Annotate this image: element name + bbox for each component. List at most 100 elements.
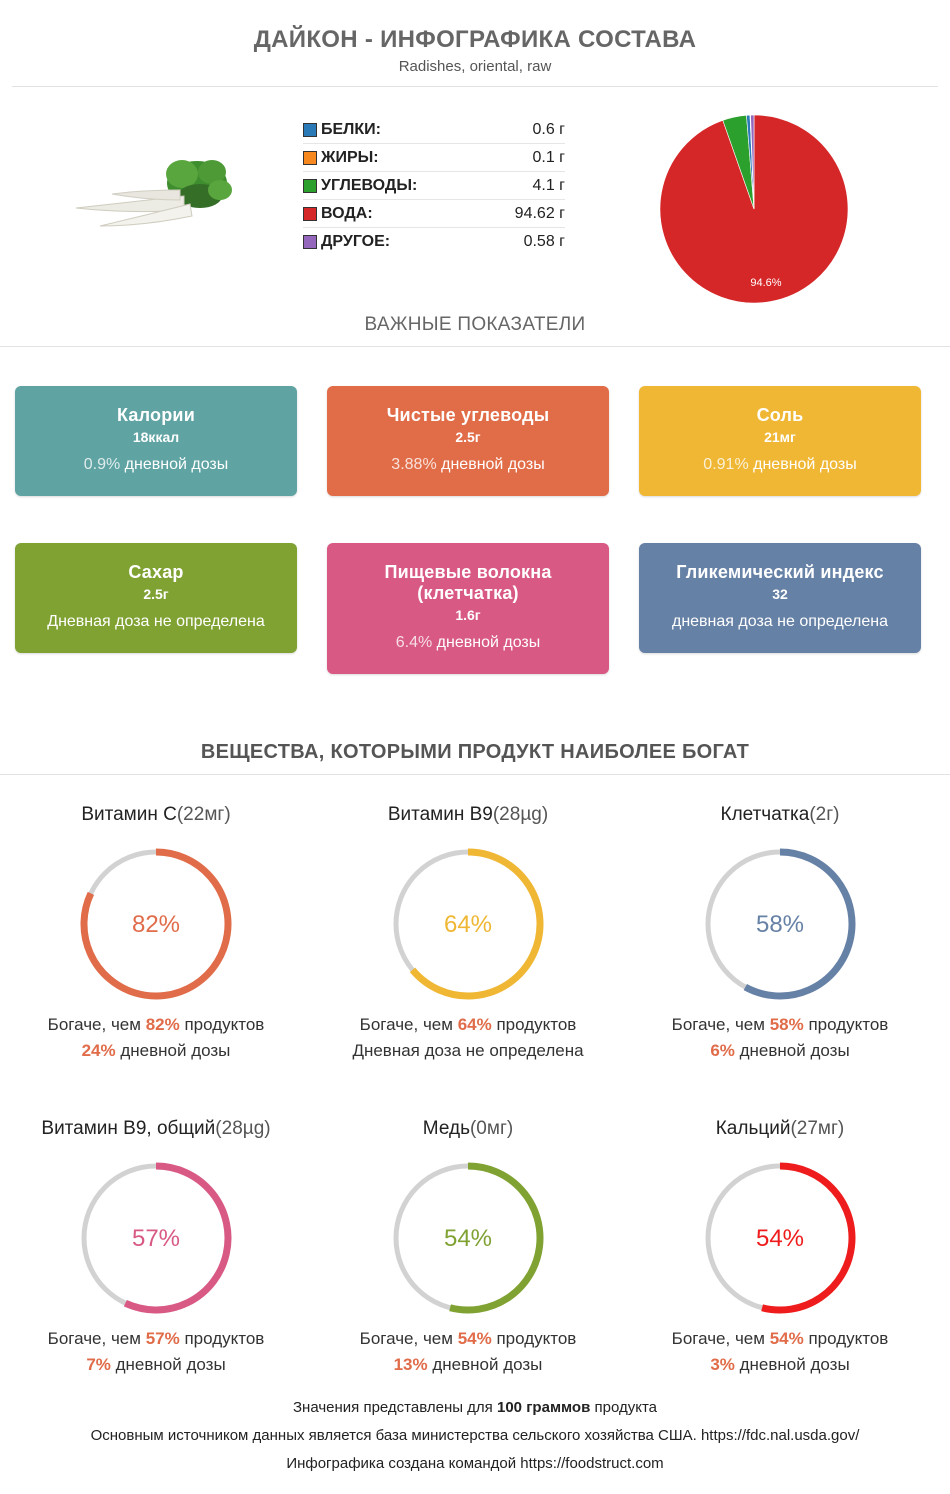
card-dose-text: дневной дозы <box>753 456 857 473</box>
richer-suffix: продуктов <box>808 1015 889 1034</box>
richer-prefix: Богаче, чем <box>671 1329 765 1348</box>
richer-prefix: Богаче, чем <box>47 1329 141 1348</box>
fat-swatch <box>303 150 317 165</box>
dose-text: дневной дозы <box>739 1355 850 1374</box>
card-dose: 0.9% дневной дозы <box>15 456 297 474</box>
key-indicators-title: ВАЖНЫЕ ПОКАЗАТЕЛИ <box>364 314 586 335</box>
percent-ring: 54% <box>393 1162 544 1314</box>
nutrient-title: Клетчатка(2г) <box>630 804 930 830</box>
macro-row-other: ДРУГОЕ: 0.58 г <box>303 228 565 256</box>
card-dose: 3.88% дневной дозы <box>327 456 609 474</box>
dose-pct: 6% <box>710 1041 735 1060</box>
card-name: Калории <box>117 405 195 425</box>
card-value: 18ккал <box>132 429 180 445</box>
rich-in-title: ВЕЩЕСТВА, КОТОРЫМИ ПРОДУКТ НАИБОЛЕЕ БОГА… <box>200 741 750 763</box>
daily-dose-line: Дневная доза не определена <box>318 1038 618 1064</box>
card-dose-text: Дневная доза не определена <box>47 613 265 630</box>
card-net-carbs: Чистые углеводы 2.5г 3.88% дневной дозы <box>327 386 609 496</box>
macro-value: 0.6 г <box>532 120 565 138</box>
percent-ring: 57% <box>81 1162 232 1314</box>
footer-amount: 100 <box>496 1399 523 1416</box>
dose-text: дневной дозы <box>432 1355 543 1374</box>
macro-row-protein: БЕЛКИ: 0.6 г <box>303 116 565 144</box>
pie-slice <box>750 114 755 210</box>
card-value: 1.6г <box>455 607 481 623</box>
macro-name: ДРУГОЕ: <box>321 233 391 250</box>
card-calories: Калории 18ккал 0.9% дневной дозы <box>15 386 297 496</box>
macro-value: 0.58 г <box>523 233 565 250</box>
carbs-swatch <box>303 178 317 193</box>
nutrient-name: Витамин C <box>81 804 177 825</box>
pie-data-label: 94.6% <box>750 277 781 289</box>
nutrient-title: Медь(0мг) <box>318 1118 618 1144</box>
divider <box>12 86 938 87</box>
richer-pct: 82% <box>145 1015 180 1034</box>
richer-than-line: Богаче, чем 64% продуктов <box>318 1012 618 1038</box>
richer-pct: 57% <box>145 1329 180 1348</box>
nutrient-copper: Медь(0мг) 54% Богаче, чем 54% продуктов … <box>318 1118 618 1378</box>
percent-ring: 64% <box>393 848 544 1000</box>
macro-value: 4.1 г <box>532 176 565 194</box>
dose-pct: 24% <box>81 1041 116 1060</box>
nutrient-amount: (0мг) <box>469 1118 514 1139</box>
macro-name: УГЛЕВОДЫ: <box>321 176 418 194</box>
water-swatch <box>303 206 317 221</box>
protein-swatch <box>303 122 317 137</box>
footer-source: Основным источником данных является база… <box>90 1427 860 1444</box>
richer-prefix: Богаче, чем <box>671 1015 765 1034</box>
nutrient-amount: (28µg) <box>492 804 549 825</box>
ring-progress-arc <box>743 848 856 1000</box>
nutrient-vitamin-c: Витамин C(22мг) 82% Богаче, чем 82% прод… <box>6 804 306 1064</box>
richer-pct: 54% <box>769 1329 804 1348</box>
card-dose-pct: 0.91% <box>703 456 749 473</box>
richer-pct: 58% <box>769 1015 804 1034</box>
card-value: 32 <box>772 586 788 602</box>
richer-suffix: продуктов <box>808 1329 889 1348</box>
ring-percent-label: 54% <box>444 1225 492 1252</box>
card-glycemic-index: Гликемический индекс 32 дневная доза не … <box>639 543 921 653</box>
macro-row-water: ВОДА: 94.62 г <box>303 200 565 228</box>
card-salt: Соль 21мг 0.91% дневной дозы <box>639 386 921 496</box>
dose-text: Дневная доза не определена <box>352 1041 584 1060</box>
nutrient-title: Кальций(27мг) <box>630 1118 930 1144</box>
dose-pct: 13% <box>393 1355 428 1374</box>
footer-credits: Инфографика создана командой https://foo… <box>286 1455 664 1472</box>
nutrient-title: Витамин B9(28µg) <box>318 804 618 830</box>
richer-prefix: Богаче, чем <box>359 1015 453 1034</box>
card-dose-text: дневной дозы <box>124 456 229 473</box>
dose-text: дневной дозы <box>120 1041 231 1060</box>
ring-percent-label: 64% <box>444 911 492 938</box>
nutrient-amount: (27мг) <box>790 1118 845 1139</box>
card-value: 21мг <box>764 429 796 445</box>
nutrient-name: Кальций <box>715 1118 791 1139</box>
daily-dose-line: 6% дневной дозы <box>630 1038 930 1064</box>
card-dose: дневная доза не определена <box>639 613 921 631</box>
ring-percent-label: 54% <box>756 1225 804 1252</box>
card-name: Пищевые волокна (клетчатка) <box>384 562 552 603</box>
richer-than-line: Богаче, чем 82% продуктов <box>6 1012 306 1038</box>
divider <box>0 774 950 775</box>
nutrient-title: Витамин B9, общий(28µg) <box>6 1118 306 1144</box>
ring-progress-arc <box>123 1162 232 1314</box>
nutrient-amount: (28µg) <box>215 1118 271 1139</box>
macro-table: БЕЛКИ: 0.6 г ЖИРЫ: 0.1 г УГЛЕВОДЫ: 4.1 г… <box>303 116 565 256</box>
dose-pct: 7% <box>86 1355 111 1374</box>
dose-text: дневной дозы <box>739 1041 850 1060</box>
richer-suffix: продуктов <box>496 1329 577 1348</box>
percent-ring: 54% <box>705 1162 856 1314</box>
richer-pct: 64% <box>457 1015 492 1034</box>
page-title: ДАЙКОН - ИНФОГРАФИКА СОСТАВА <box>253 26 697 53</box>
ring-progress-arc <box>761 1162 856 1314</box>
card-dose-text: дневная доза не определена <box>671 613 888 630</box>
macro-name: БЕЛКИ: <box>321 120 381 138</box>
nutrient-title: Витамин C(22мг) <box>6 804 306 830</box>
percent-ring: 58% <box>705 848 856 1000</box>
card-name: Гликемический индекс <box>676 562 884 582</box>
page-subtitle: Radishes, oriental, raw <box>398 58 552 75</box>
daily-dose-line: 13% дневной дозы <box>318 1352 618 1378</box>
daily-dose-line: 24% дневной дозы <box>6 1038 306 1064</box>
ring-percent-label: 82% <box>132 911 180 938</box>
macro-row-fat: ЖИРЫ: 0.1 г <box>303 144 565 172</box>
nutrient-name: Витамин B9 <box>387 804 493 825</box>
richer-pct: 54% <box>457 1329 492 1348</box>
